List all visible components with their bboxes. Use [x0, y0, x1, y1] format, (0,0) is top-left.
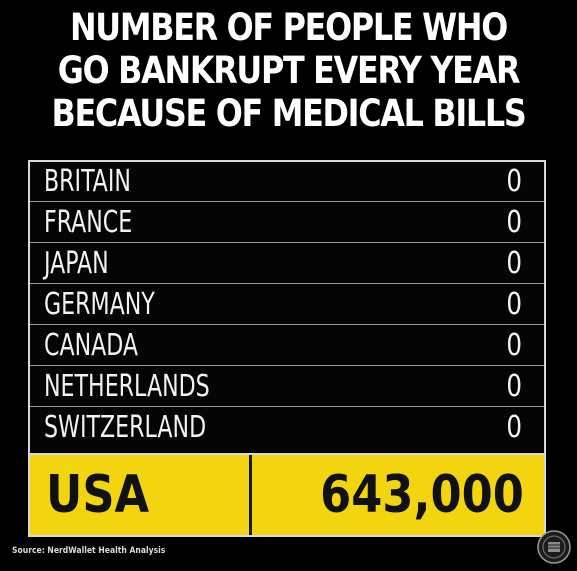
country-label: NETHERLANDS [44, 369, 210, 404]
value-label: 0 [506, 164, 522, 199]
country-label: CANADA [44, 328, 139, 363]
table-row: FRANCE 0 [30, 203, 544, 243]
title-line-3: BECAUSE OF MEDICAL BILLS [51, 92, 526, 135]
table-row: NETHERLANDS 0 [30, 367, 544, 407]
table-row: BRITAIN 0 [30, 162, 544, 202]
country-label: BRITAIN [44, 164, 131, 199]
data-table: BRITAIN 0 FRANCE 0 JAPAN 0 GERMANY 0 CAN… [28, 160, 546, 537]
value-label: 0 [506, 246, 522, 281]
highlight-row: USA 643,000 [30, 453, 544, 535]
highlight-divider [249, 455, 252, 535]
value-label: 0 [506, 205, 522, 240]
source-note: Source: NerdWallet Health Analysis [12, 546, 166, 556]
country-label: FRANCE [44, 205, 133, 240]
country-label: JAPAN [44, 246, 109, 281]
value-label: 0 [506, 287, 522, 322]
highlight-value-label: 643,000 [320, 465, 524, 525]
value-label: 0 [506, 328, 522, 363]
seal-logo-icon [537, 530, 571, 564]
value-label: 0 [506, 369, 522, 404]
table-row: JAPAN 0 [30, 244, 544, 284]
title-line-2: GO BANKRUPT EVERY YEAR [57, 49, 521, 92]
title-line-1: NUMBER OF PEOPLE WHO [69, 6, 508, 49]
highlight-country-label: USA [46, 465, 150, 525]
table-row: GERMANY 0 [30, 285, 544, 325]
country-label: GERMANY [44, 287, 155, 322]
chart-title: NUMBER OF PEOPLE WHO GO BANKRUPT EVERY Y… [40, 6, 536, 135]
table-row: SWITZERLAND 0 [30, 408, 544, 448]
country-label: SWITZERLAND [44, 410, 207, 445]
value-label: 0 [506, 410, 522, 445]
table-row: CANADA 0 [30, 326, 544, 366]
